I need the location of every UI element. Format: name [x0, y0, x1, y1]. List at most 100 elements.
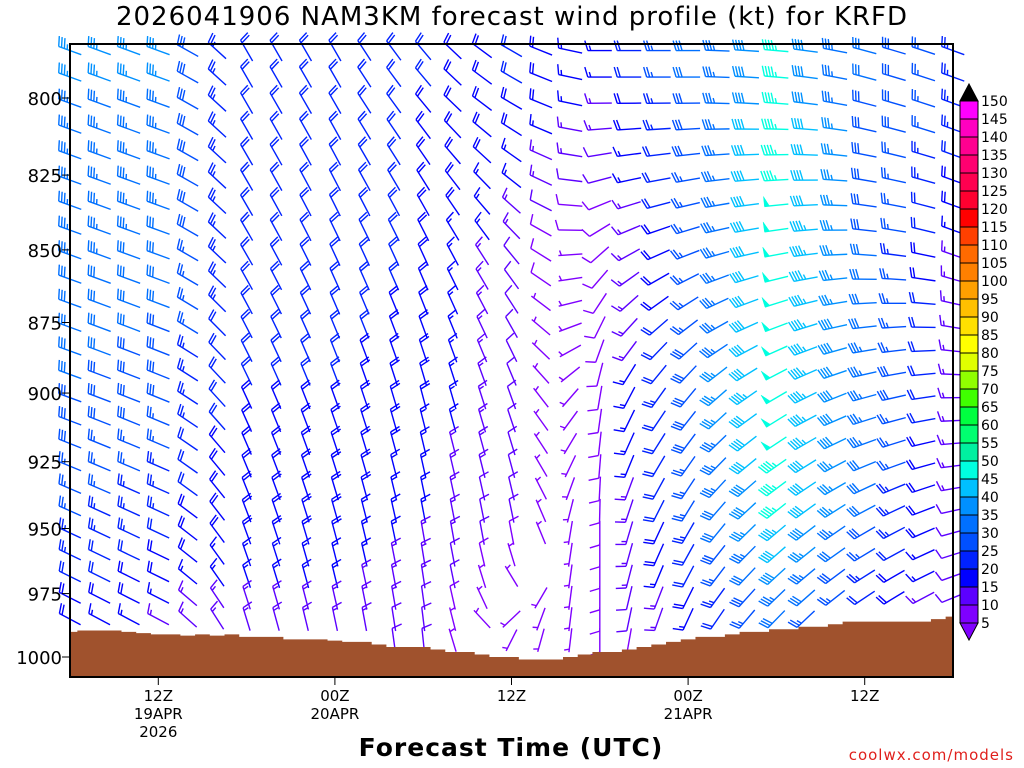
barb-full: [151, 142, 154, 153]
barb-staff: [621, 340, 637, 361]
barb-half: [273, 585, 279, 590]
wind-barb: [209, 470, 226, 499]
barb-full: [388, 285, 398, 293]
barb-full: [390, 405, 401, 413]
barb-staff: [117, 274, 141, 284]
barb-full: [421, 580, 432, 587]
wind-barb: [613, 93, 642, 105]
wind-barb: [791, 91, 818, 106]
barb-staff: [117, 298, 141, 309]
barb-full: [209, 536, 218, 546]
barb-full: [699, 446, 710, 453]
barb-staff: [738, 567, 756, 586]
wind-barb: [846, 569, 876, 584]
wind-barb: [563, 542, 573, 567]
wind-barb: [699, 457, 727, 476]
barb-full: [119, 141, 122, 152]
barb-full: [795, 245, 801, 256]
barb-full: [847, 367, 854, 378]
barb-full: [851, 482, 860, 492]
colorbar-bin: [959, 280, 979, 300]
barb-staff: [299, 143, 312, 166]
barb-full: [798, 195, 804, 206]
barb-full: [672, 446, 683, 452]
wind-barb: [613, 66, 642, 78]
wind-barb: [700, 222, 730, 234]
barb-full: [388, 113, 396, 123]
barb-half: [679, 625, 685, 629]
barb-half: [93, 480, 96, 487]
wind-barb: [357, 32, 372, 62]
barb-full: [146, 264, 149, 276]
barb-staff: [568, 564, 573, 589]
barb-staff: [735, 227, 759, 233]
wind-barb: [360, 425, 371, 456]
wind-barb: [760, 391, 788, 405]
barb-full: [116, 336, 120, 347]
wind-barb: [116, 140, 141, 160]
barb-full: [301, 470, 311, 478]
barb-staff: [271, 499, 281, 523]
barb-full: [177, 580, 184, 591]
barb-full: [911, 316, 916, 328]
barb-staff: [329, 362, 340, 386]
barb-full: [176, 334, 181, 345]
barb-full: [699, 375, 709, 383]
barb-full: [850, 342, 857, 353]
wind-barb: [702, 92, 730, 105]
barb-half: [391, 454, 397, 459]
wind-barb: [533, 431, 549, 455]
barb-full: [702, 92, 707, 104]
barb-staff: [793, 48, 818, 53]
wind-barb: [207, 59, 227, 86]
barb-staff: [625, 521, 634, 545]
barb-full: [501, 137, 506, 149]
barb-full: [584, 66, 589, 78]
wind-barb: [610, 224, 641, 236]
barb-full: [240, 308, 250, 318]
barb-full: [675, 93, 680, 104]
barb-full: [122, 90, 125, 102]
barb-full: [906, 436, 913, 447]
credit-link[interactable]: coolwx.com/models: [848, 746, 1014, 764]
barb-half: [534, 385, 540, 391]
barb-staff: [568, 628, 573, 653]
barb-full: [242, 428, 252, 436]
wind-barb: [390, 448, 401, 479]
barb-staff: [146, 124, 170, 134]
barb-staff: [738, 545, 756, 564]
barb-full: [673, 197, 680, 208]
wind-barb: [672, 93, 701, 105]
terrain-surface: [70, 616, 953, 677]
barb-full: [358, 186, 367, 196]
barb-half: [858, 416, 863, 423]
barb-half: [448, 315, 454, 320]
wind-barb: [298, 84, 313, 114]
barb-full: [473, 162, 480, 172]
barb-half: [477, 585, 483, 591]
barb-full: [360, 287, 370, 296]
barb-full: [60, 360, 63, 372]
wind-barb: [178, 601, 198, 628]
barb-staff: [620, 317, 638, 337]
barb-half: [450, 431, 456, 436]
barb-half: [679, 468, 685, 472]
barb-staff: [853, 438, 877, 449]
barb-half: [941, 439, 945, 445]
barb-staff: [648, 295, 669, 311]
barb-half: [361, 498, 367, 503]
wind-barb: [559, 388, 579, 408]
barb-full: [672, 399, 683, 406]
wind-barb: [116, 190, 141, 211]
wind-barb: [702, 39, 730, 52]
barb-full: [821, 529, 831, 537]
barb-full: [302, 517, 313, 525]
barb-full: [471, 33, 477, 44]
wind-barb: [208, 332, 226, 361]
barb-half: [884, 486, 890, 492]
barb-full: [176, 310, 181, 322]
barb-staff: [911, 440, 936, 447]
barb-full: [272, 601, 283, 609]
barb-full: [359, 260, 368, 269]
barb-staff: [270, 409, 282, 433]
